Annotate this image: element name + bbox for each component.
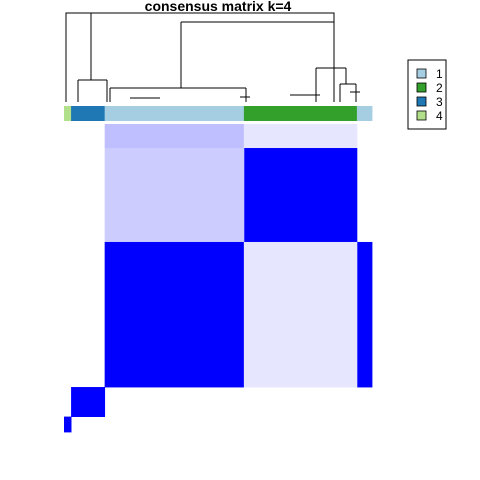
heatmap-block-r1-c1 bbox=[104, 241, 245, 388]
legend-label-3: 3 bbox=[436, 95, 443, 109]
annotation-segment-cluster-1 bbox=[356, 106, 373, 121]
dendro-root bbox=[65, 12, 335, 102]
legend-label-1: 1 bbox=[436, 67, 443, 81]
legend-label-2: 2 bbox=[436, 81, 443, 95]
cluster-legend: 1 2 3 4 bbox=[407, 59, 447, 130]
heatmap-block-r3-c3 bbox=[71, 387, 106, 417]
dendro-node-2 bbox=[315, 67, 357, 102]
heatmap-block-r1-c2 bbox=[243, 124, 358, 149]
heatmap-block-r2-c2 bbox=[243, 148, 358, 243]
heatmap-block-r4-c4 bbox=[64, 416, 72, 433]
chart-title: consensus matrix k=4 bbox=[145, 0, 292, 14]
annotation-segment-cluster-2 bbox=[243, 106, 358, 121]
heatmap-block-r1-c1 bbox=[356, 241, 373, 388]
dendro-branch-1-2 bbox=[180, 21, 334, 88]
legend-swatch-3 bbox=[416, 96, 427, 107]
heatmap-block-r2-c1 bbox=[104, 148, 245, 243]
dendro-subclusters bbox=[130, 91, 360, 99]
legend-swatch-1 bbox=[416, 68, 427, 79]
annotation-segment-cluster-4 bbox=[64, 106, 72, 121]
cluster-annotation-bar bbox=[64, 106, 373, 121]
dendro-node-left bbox=[77, 79, 108, 102]
legend-box bbox=[407, 59, 447, 130]
heatmap-block-r1-c1 bbox=[104, 124, 245, 149]
legend-swatch-2 bbox=[416, 82, 427, 93]
heatmap-block-r1-c2 bbox=[243, 241, 358, 388]
dendro-node-1 bbox=[109, 87, 247, 102]
annotation-segment-cluster-3 bbox=[71, 106, 106, 121]
legend-label-4: 4 bbox=[436, 109, 443, 123]
column-dendrogram bbox=[65, 12, 360, 102]
annotation-segment-cluster-1 bbox=[104, 106, 245, 121]
legend-swatch-4 bbox=[416, 110, 427, 121]
heatmap-cells bbox=[64, 124, 373, 433]
